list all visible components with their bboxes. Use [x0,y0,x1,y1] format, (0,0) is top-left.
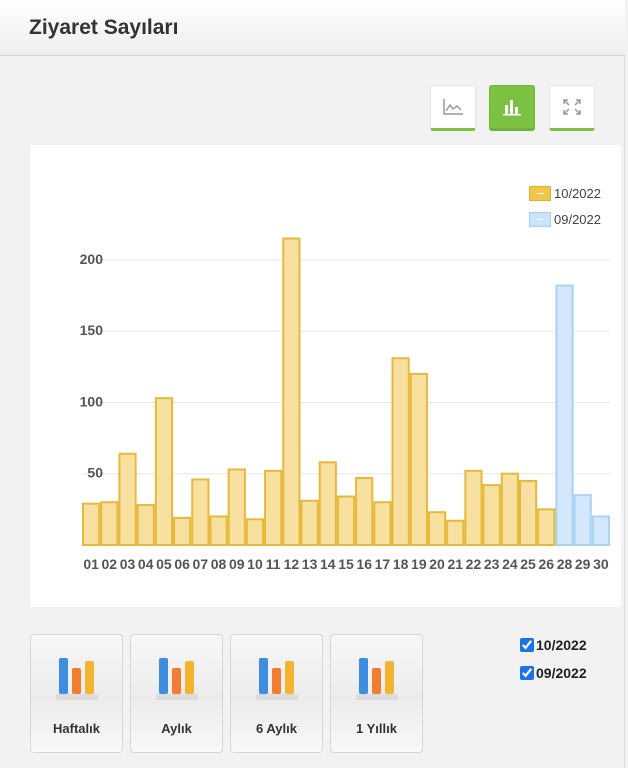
bar [227,468,246,546]
bar [427,511,447,547]
period-button-monthly[interactable]: Aylık [130,634,223,753]
bar-chart-button[interactable] [489,85,535,131]
period-label: Aylık [161,721,192,736]
legend-label: 10/2022 [554,185,601,201]
bar [482,484,501,546]
x-tick-label: 15 [338,556,354,572]
bar [555,284,574,546]
x-tick-label: 13 [302,556,318,572]
x-tick-label: 08 [211,556,227,572]
bar [409,372,428,546]
x-tick-label: 10 [247,556,263,572]
x-tick-label: 22 [466,556,482,572]
series-checkbox[interactable] [520,638,534,652]
x-tick-label: 29 [575,556,591,572]
bar [446,519,465,547]
period-label: Haftalık [53,721,100,736]
bar [355,477,374,546]
bar [464,469,483,547]
x-tick-label: 12 [284,556,300,572]
x-tick-label: 26 [538,556,554,572]
x-tick-label: 11 [266,556,281,572]
x-tick-label: 19 [411,556,427,572]
bar-chart-icon [356,658,398,700]
x-tick-label: 06 [174,556,190,572]
bar-chart-icon [56,658,98,700]
period-label: 1 Yıllık [356,721,397,736]
bar [282,237,301,546]
x-tick-label: 16 [356,556,372,572]
x-tick-label: 18 [393,556,409,572]
series-toggle-current[interactable]: 10/2022 [520,637,587,653]
x-tick-label: 25 [520,556,536,572]
y-tick-label: 150 [80,322,104,338]
bar [191,478,210,547]
bar [82,502,101,547]
fullscreen-icon [563,99,581,115]
line-chart-icon [443,99,463,115]
bar [245,518,265,546]
period-button-yearly[interactable]: 1 Yıllık [330,634,423,753]
series-toggle-label: 10/2022 [536,637,587,653]
bar [373,501,392,546]
series-toggle-label: 09/2022 [536,665,587,681]
period-button-weekly[interactable]: Haftalık [30,634,123,753]
x-tick-label: 17 [375,556,391,572]
bar [209,515,228,546]
panel-header: Ziyaret Sayıları [0,0,625,56]
y-tick-label: 50 [87,465,103,481]
bar-chart-icon [256,658,298,700]
bar [591,515,610,546]
bar [154,397,174,546]
bar-chart-icon [156,658,198,700]
bar [318,461,337,547]
panel-title: Ziyaret Sayıları [29,16,179,39]
bar [391,357,410,546]
x-tick-label: 05 [156,556,172,572]
y-tick-label: 200 [80,251,104,267]
x-tick-label: 14 [320,556,336,572]
x-tick-label: 24 [502,556,518,572]
x-tick-label: 03 [120,556,136,572]
legend-item-previous[interactable]: 09/2022 [529,211,601,227]
x-tick-label: 20 [429,556,445,572]
x-tick-label: 01 [83,556,99,572]
bar [173,516,192,546]
bar [136,504,155,547]
period-button-6-months[interactable]: 6 Aylık [230,634,323,753]
y-tick-label: 100 [80,393,104,409]
legend-swatch-current [529,185,551,201]
x-tick-label: 28 [557,556,573,572]
x-tick-label: 21 [447,556,463,572]
legend-item-current[interactable]: 10/2022 [529,185,601,201]
bar [537,508,556,546]
bar [500,472,519,547]
fullscreen-button[interactable] [549,85,595,131]
legend-label: 09/2022 [554,211,601,227]
x-tick-label: 02 [102,556,118,572]
bar [118,452,137,546]
line-chart-button[interactable] [430,85,476,131]
bar [264,469,283,547]
x-tick-label: 07 [193,556,209,572]
bar [100,501,119,546]
bar [573,494,592,546]
x-tick-label: 09 [229,556,245,572]
period-label: 6 Aylık [256,721,297,736]
x-tick-label: 23 [484,556,500,572]
series-toggle-previous[interactable]: 09/2022 [520,665,587,681]
bar [518,479,538,547]
legend-swatch-previous [529,211,551,227]
bar [336,495,356,547]
bar-chart-icon [503,100,521,116]
x-tick-label: 30 [593,556,609,572]
x-tick-label: 04 [138,556,154,572]
series-checkbox[interactable] [520,666,534,680]
chart-card: 10/2022 09/2022 50 100 150 200 01 02 03 04 05 06 0… [30,145,621,607]
bar [300,499,319,546]
